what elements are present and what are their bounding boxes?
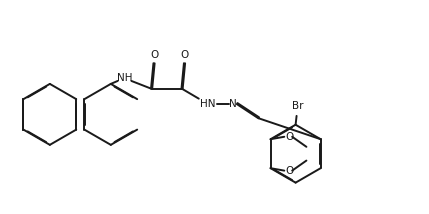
Text: O: O (285, 132, 293, 142)
Text: O: O (180, 50, 189, 60)
Text: O: O (150, 50, 158, 60)
Text: Br: Br (292, 101, 304, 111)
Text: N: N (230, 99, 237, 108)
Text: NH: NH (117, 73, 132, 83)
Text: O: O (285, 166, 293, 176)
Text: HN: HN (200, 99, 215, 108)
